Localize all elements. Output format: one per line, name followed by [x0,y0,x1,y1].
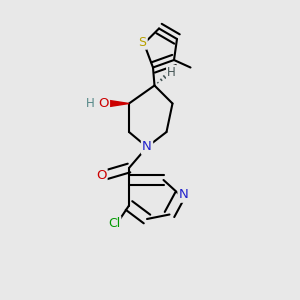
Text: S: S [139,35,146,49]
Text: O: O [96,169,106,182]
Text: O: O [98,97,109,110]
Text: N: N [142,140,152,154]
Text: H: H [167,66,176,79]
Text: Cl: Cl [108,217,120,230]
Text: N: N [179,188,188,202]
Text: H: H [86,97,95,110]
Polygon shape [110,100,129,106]
